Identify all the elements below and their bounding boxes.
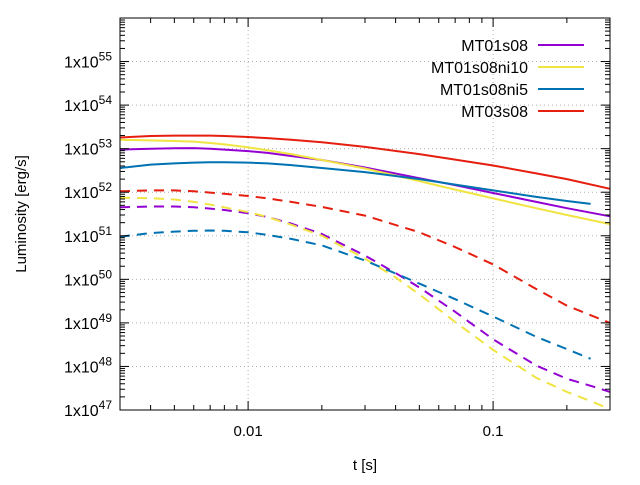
- y-tick-label: 1x1052: [64, 180, 112, 202]
- series-line-dashed-6: [119, 229, 591, 360]
- legend-label: MT01s08ni5: [440, 82, 528, 99]
- series-line-MT03s08: [119, 134, 611, 190]
- x-tick-label: 0.1: [483, 423, 504, 440]
- x-axis-label: t [s]: [353, 457, 377, 474]
- series-line-dashed-7: [119, 189, 611, 324]
- y-axis-label: Luminosity [erg/s]: [13, 155, 30, 273]
- y-tick-label: 1x1053: [64, 137, 112, 159]
- y-tick-label: 1x1047: [64, 398, 112, 420]
- series-line-dashed-5: [119, 196, 611, 411]
- y-tick-label: 1x1049: [64, 311, 112, 333]
- series-line-dashed-4: [119, 205, 611, 393]
- series-line-MT01s08ni10: [119, 138, 611, 226]
- series-lines: [119, 134, 611, 411]
- legend-label: MT03s08: [461, 104, 528, 121]
- legend-label: MT01s08ni10: [431, 60, 528, 77]
- legend: MT01s08 MT01s08ni10 MT01s08ni5 MT03s08: [431, 38, 584, 121]
- y-tick-label: 1x1050: [64, 267, 112, 289]
- series-line-MT01s08: [119, 147, 611, 218]
- series-line-MT01s08ni5: [119, 161, 591, 205]
- grid-lines: [120, 18, 610, 411]
- y-tick-label: 1x1048: [64, 354, 112, 376]
- x-tick-label: 0.01: [234, 423, 263, 440]
- y-tick-label: 1x1054: [64, 93, 112, 115]
- plot-frame: [119, 17, 611, 411]
- y-tick-label: 1x1051: [64, 224, 112, 246]
- axis-ticks: 0.01 0.1 1x1047 1x1048 1x1049 1x1050 1x1051 1x1…: [64, 18, 610, 440]
- legend-label: MT01s08: [461, 38, 528, 55]
- y-tick-label: 1x1055: [64, 50, 112, 72]
